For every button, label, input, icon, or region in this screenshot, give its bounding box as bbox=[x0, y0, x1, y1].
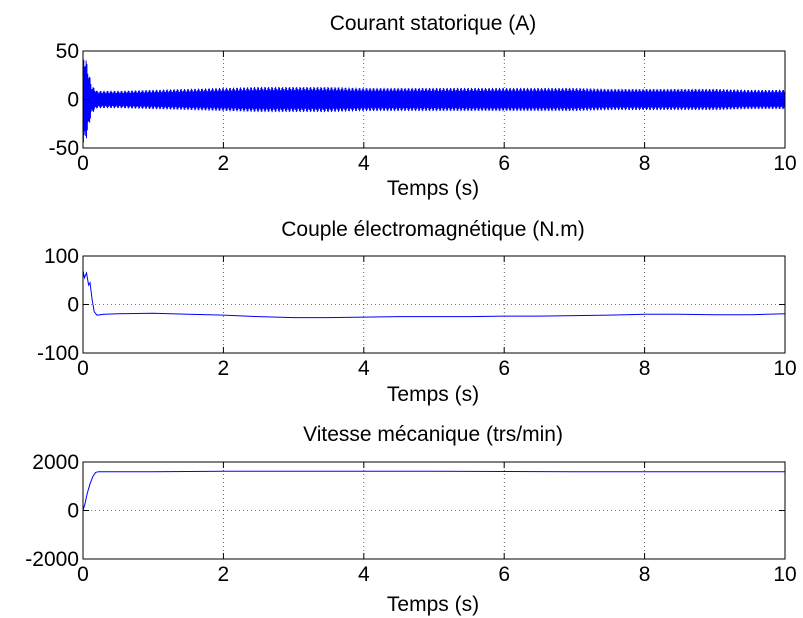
x-tick-label: 10 bbox=[773, 357, 796, 380]
x-tick-label: 8 bbox=[639, 357, 651, 380]
series-line bbox=[82, 470, 785, 511]
x-tick-label: 6 bbox=[498, 563, 510, 586]
x-tick-label: 2 bbox=[218, 152, 230, 175]
subplot-3: Vitesse mécanique (trs/min) 0 2 4 6 8 10 -2000… bbox=[25, 423, 796, 616]
x-tick-label: 10 bbox=[773, 563, 796, 586]
y-tick-label: 2000 bbox=[32, 451, 79, 474]
y-tick-label: 50 bbox=[56, 40, 79, 63]
x-tick-label: 8 bbox=[639, 152, 651, 175]
x-tick-label: 8 bbox=[639, 563, 651, 586]
subplot-2-title: Couple électromagnétique (N.m) bbox=[281, 218, 584, 241]
subplot-2-gridlines bbox=[83, 256, 785, 353]
series-line bbox=[82, 270, 786, 319]
subplot-2-plot-area bbox=[82, 270, 786, 319]
y-tick-label: 0 bbox=[67, 89, 79, 112]
subplot-3-title: Vitesse mécanique (trs/min) bbox=[303, 423, 563, 446]
x-tick-label: 4 bbox=[358, 563, 370, 586]
subplot-1-plot-area bbox=[82, 55, 786, 143]
y-tick-label: -50 bbox=[49, 137, 79, 160]
x-tick-label: 0 bbox=[77, 152, 89, 175]
x-tick-label: 0 bbox=[77, 357, 89, 380]
subplot-3-gridlines bbox=[83, 462, 785, 559]
y-tick-label: -2000 bbox=[25, 548, 79, 571]
series-line bbox=[82, 55, 786, 143]
x-tick-label: 2 bbox=[218, 563, 230, 586]
x-tick-label: 6 bbox=[498, 357, 510, 380]
x-tick-label: 0 bbox=[77, 563, 89, 586]
y-tick-label: 100 bbox=[44, 245, 79, 268]
subplot-1-title: Courant statorique (A) bbox=[330, 12, 537, 35]
x-tick-label: 6 bbox=[498, 152, 510, 175]
x-tick-label: 2 bbox=[218, 357, 230, 380]
subplot-3-xlabel: Temps (s) bbox=[387, 593, 479, 616]
subplot-2-xlabel: Temps (s) bbox=[387, 383, 479, 406]
y-tick-label: -100 bbox=[37, 342, 79, 365]
y-tick-label: 0 bbox=[67, 294, 79, 317]
subplot-2: Couple électromagnétique (N.m) 0 2 4 6 8 10 -1… bbox=[37, 218, 797, 406]
subplot-1-xlabel: Temps (s) bbox=[387, 177, 479, 200]
x-tick-label: 4 bbox=[358, 152, 370, 175]
subplot-3-plot-area bbox=[82, 470, 785, 511]
x-tick-label: 10 bbox=[773, 152, 796, 175]
y-tick-label: 0 bbox=[67, 500, 79, 523]
x-tick-label: 4 bbox=[358, 357, 370, 380]
